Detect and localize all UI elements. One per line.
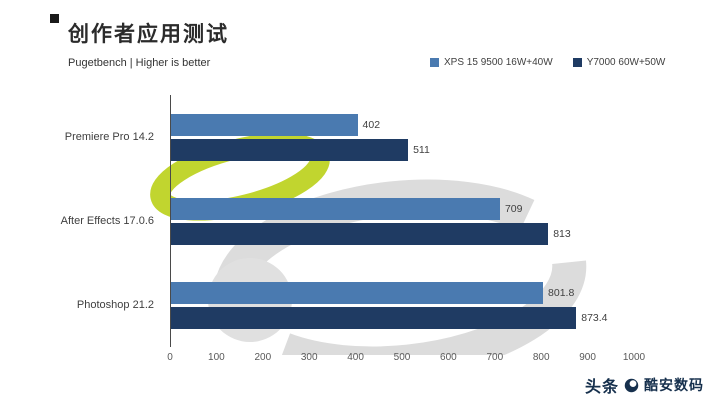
bar-value-label: 873.4	[581, 311, 608, 324]
bar	[171, 281, 544, 304]
coolapk-logo-icon	[624, 378, 639, 392]
category-label: After Effects 17.0.6	[60, 215, 154, 227]
legend-label: XPS 15 9500 16W+40W	[444, 57, 553, 68]
category-label: Premiere Pro 14.2	[64, 131, 154, 143]
legend-item-y7000: Y7000 60W+50W	[572, 57, 666, 68]
plot-area: 402 511 709 813 801.8 873.4	[170, 95, 635, 347]
bar	[171, 138, 409, 161]
bar	[171, 197, 500, 220]
x-tick-label: 800	[532, 352, 550, 363]
bar-group: 709 813	[171, 179, 635, 263]
bar-value-label: 801.8	[548, 286, 575, 299]
x-tick-label: 300	[300, 352, 318, 363]
legend: XPS 15 9500 16W+40W Y7000 60W+50W	[430, 57, 665, 68]
bar	[171, 306, 577, 329]
x-tick-label: 400	[347, 352, 364, 363]
bar	[171, 113, 358, 136]
x-tick-label: 0	[167, 352, 173, 363]
legend-swatch	[430, 58, 439, 67]
bar-row: 709	[171, 197, 635, 220]
x-tick-label: 100	[208, 352, 225, 363]
chart-subtitle: Pugetbench | Higher is better	[68, 57, 211, 69]
category-label: Photoshop 21.2	[76, 299, 154, 311]
category-labels: Premiere Pro 14.2 After Effects 17.0.6 Pho…	[0, 95, 162, 347]
bar-value-label: 511	[413, 143, 430, 156]
chart-title: 创作者应用测试	[68, 23, 229, 46]
x-tick-label: 900	[579, 352, 596, 363]
footer-brand-name: 酷安数码	[644, 377, 704, 393]
bar-row: 801.8	[171, 281, 635, 304]
bar	[171, 222, 549, 245]
x-tick-label: 700	[486, 352, 504, 363]
bar-row: 873.4	[171, 306, 635, 329]
x-axis-ticks: 0 100 200 300 400 500 600 700 800 900 1000	[167, 352, 645, 366]
x-tick-label: 200	[254, 352, 272, 363]
footer-brand: 头条 酷安数码	[585, 373, 704, 397]
bar-value-label: 813	[553, 227, 571, 240]
plot-groups: 402 511 709 813 801.8 873.4	[171, 95, 635, 347]
x-tick-label: 1000	[622, 352, 646, 363]
legend-label: Y7000 60W+50W	[586, 57, 666, 68]
legend-swatch	[572, 58, 582, 67]
bar-group: 402 511	[171, 95, 635, 179]
title-square-icon	[50, 14, 59, 23]
bar-row: 813	[171, 222, 635, 245]
bar-value-label: 402	[362, 118, 381, 131]
legend-item-xps: XPS 15 9500 16W+40W	[430, 57, 553, 68]
toutiao-logo-text: 头条	[584, 379, 619, 396]
bar-value-label: 709	[504, 202, 523, 215]
x-tick-label: 600	[440, 352, 457, 363]
bar-row: 402	[171, 113, 635, 136]
x-tick-label: 500	[393, 352, 411, 363]
bar-group: 801.8 873.4	[171, 263, 635, 347]
bar-row: 511	[171, 138, 635, 161]
